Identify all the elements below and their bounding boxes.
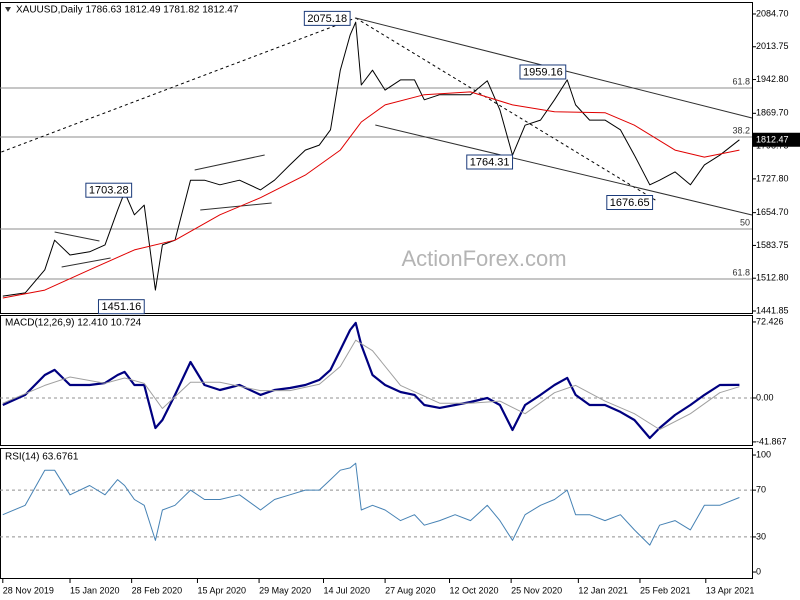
series-line — [2, 462, 740, 546]
price-panel-frame — [0, 2, 753, 314]
macd-title: MACD(12,26,9) 12.410 10.724 — [5, 318, 142, 329]
fib-label: 50 — [740, 217, 750, 227]
trendline — [61, 257, 111, 268]
y-tick-label: 70 — [756, 485, 766, 495]
y-tick-label: 100 — [756, 449, 771, 459]
x-tick-label: 15 Apr 2020 — [197, 585, 246, 595]
y-tick-label: 1942.80 — [756, 74, 789, 84]
x-tick-label: 25 Nov 2020 — [511, 585, 562, 595]
trendline — [355, 17, 656, 201]
last-price-tag — [753, 132, 800, 147]
y-tick-label: 30 — [756, 531, 766, 541]
y-tick-label: 1869.70 — [756, 108, 789, 118]
annotation-box — [97, 299, 145, 315]
y-tick-label: 0.00 — [756, 392, 774, 402]
x-tick-label: 13 Apr 2021 — [706, 585, 755, 595]
fib-label: 61.8 — [732, 267, 750, 277]
trendline — [200, 202, 272, 211]
x-tick-label: 28 Nov 2019 — [3, 585, 54, 595]
trendline — [375, 124, 753, 216]
y-tick-label: 1441.85 — [756, 305, 789, 315]
annotation-label: 1451.16 — [101, 301, 141, 313]
series-line — [2, 339, 740, 430]
y-tick-label: 72.426 — [756, 316, 784, 326]
annotation-box — [606, 195, 654, 211]
y-tick-label: 2084.70 — [756, 8, 789, 18]
y-tick-label: 1512.80 — [756, 273, 789, 283]
annotation-label: 1676.65 — [610, 197, 650, 209]
rsi-panel-frame — [0, 448, 753, 579]
annotation-box — [519, 64, 567, 80]
x-tick-label: 15 Jan 2020 — [70, 585, 120, 595]
annotation-label: 1959.16 — [523, 66, 563, 78]
y-tick-label: -41.867 — [756, 436, 787, 446]
y-tick-label: 1654.70 — [756, 207, 789, 217]
last-price-label: 1812.47 — [756, 135, 789, 145]
x-tick-label: 14 Jul 2020 — [323, 585, 370, 595]
series-line — [2, 21, 740, 297]
y-tick-label: 1583.75 — [756, 240, 789, 250]
series-line — [2, 321, 740, 440]
macd-panel-frame — [0, 315, 753, 446]
annotation-label: 1703.28 — [89, 185, 129, 197]
annotation-label: 1764.31 — [470, 156, 510, 168]
y-tick-label: 0 — [756, 566, 761, 576]
x-tick-label: 29 May 2020 — [259, 585, 311, 595]
trendline — [194, 154, 265, 171]
annotation-box — [303, 10, 351, 26]
x-tick-label: 12 Jan 2021 — [578, 585, 628, 595]
trendline — [54, 231, 100, 242]
annotation-box — [85, 182, 133, 198]
y-tick-label: 2013.75 — [756, 41, 789, 51]
series-line — [2, 91, 740, 299]
annotation-box — [466, 154, 514, 170]
watermark: ActionForex.com — [401, 246, 566, 271]
x-tick-label: 28 Feb 2020 — [132, 585, 183, 595]
annotation-label: 2075.18 — [307, 13, 347, 25]
x-tick-label: 12 Oct 2020 — [450, 585, 499, 595]
fib-label: 61.8 — [732, 76, 750, 86]
fib-label: 38.2 — [732, 125, 750, 135]
symbol-icon — [5, 7, 11, 12]
y-tick-label: 1727.80 — [756, 173, 789, 183]
x-tick-label: 27 Aug 2020 — [385, 585, 436, 595]
x-tick-label: 25 Feb 2021 — [640, 585, 691, 595]
price-title: XAUUSD,Daily 1786.63 1812.49 1781.82 181… — [16, 5, 239, 16]
rsi-title: RSI(14) 63.6761 — [5, 452, 79, 463]
